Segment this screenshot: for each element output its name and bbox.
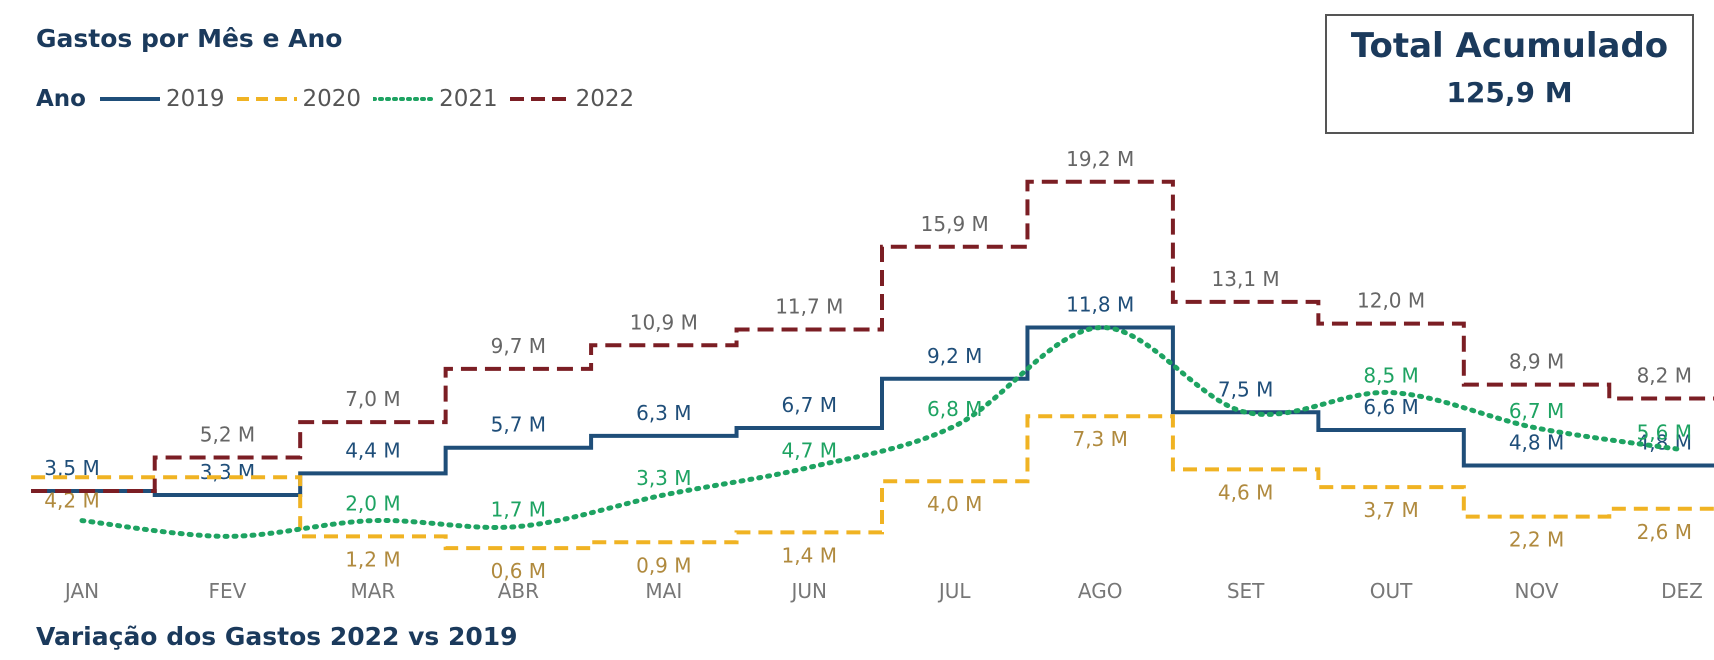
x-tick-jun: JUN (790, 579, 828, 603)
chart-title: Gastos por Mês e Ano (36, 24, 343, 53)
x-tick-fev: FEV (209, 579, 247, 603)
data-label-2020-jul: 4,0 M (927, 492, 982, 516)
legend-item-2019[interactable]: 2019 (99, 86, 225, 112)
x-tick-dez: DEZ (1661, 579, 1703, 603)
series-line-2022 (31, 179, 1714, 494)
data-label-2021-mai: 3,3 M (636, 466, 691, 490)
data-label-2019-out: 6,6 M (1363, 395, 1418, 419)
data-label-2022-mar: 7,0 M (345, 387, 400, 411)
legend-label-2022: 2022 (575, 86, 635, 112)
data-label-2019-abr: 5,7 M (491, 413, 546, 437)
data-label-2022-set: 13,1 M (1212, 267, 1280, 291)
legend: Ano 2019 2020 2021 2022 (36, 86, 646, 112)
data-label-2020-mar: 1,2 M (345, 547, 400, 571)
x-tick-jan: JAN (63, 579, 99, 603)
legend-title: Ano (36, 86, 86, 112)
data-label-2022-nov: 8,9 M (1509, 350, 1564, 374)
legend-item-2021[interactable]: 2021 (373, 86, 498, 112)
data-label-2021-jun: 4,7 M (782, 438, 837, 462)
legend-label-2019: 2019 (165, 86, 225, 112)
data-label-2019-mar: 4,4 M (345, 438, 400, 462)
data-label-2019-jan: 3,5 M (44, 456, 99, 480)
data-label-2019-dez: 4,8 M (1637, 430, 1692, 454)
data-label-2020-mai: 0,9 M (636, 553, 691, 577)
legend-item-2020[interactable]: 2020 (236, 86, 362, 112)
data-label-2021-dez: 5,6 M (1637, 421, 1692, 445)
data-label-2019-mai: 6,3 M (636, 401, 691, 425)
data-label-2019-jul: 9,2 M (927, 344, 982, 368)
data-label-2021-mar: 2,0 M (345, 492, 400, 516)
data-label-2022-ago: 19,2 M (1066, 147, 1134, 171)
total-value: 125,9 M (1446, 76, 1573, 109)
data-label-2021-abr: 1,7 M (491, 498, 546, 522)
data-label-2022-fev: 5,2 M (200, 423, 255, 447)
data-label-2022-jul: 15,9 M (921, 212, 989, 236)
data-label-2020-dez: 2,6 M (1637, 520, 1692, 544)
x-tick-out: OUT (1370, 579, 1413, 603)
data-label-2019-ago: 11,8 M (1066, 293, 1134, 317)
legend-swatch-2022 (509, 97, 570, 101)
series-line-2020 (31, 414, 1714, 551)
data-label-2021-nov: 6,7 M (1509, 399, 1564, 423)
x-tick-mai: MAI (645, 579, 682, 603)
data-label-2019-set: 7,5 M (1218, 377, 1273, 401)
data-label-2022-jun: 11,7 M (775, 295, 843, 319)
legend-label-2020: 2020 (302, 86, 362, 112)
data-label-2022-mai: 10,9 M (630, 310, 698, 334)
variation-title: Variação dos Gastos 2022 vs 2019 (36, 622, 518, 651)
data-label-2022-dez: 8,2 M (1637, 363, 1692, 387)
data-label-2019-fev: 3,3 M (200, 460, 255, 484)
x-tick-abr: ABR (498, 579, 539, 603)
x-tick-set: SET (1227, 579, 1265, 603)
legend-label-2021: 2021 (439, 86, 498, 112)
series-line-2021 (79, 325, 1685, 539)
series-line-2019 (31, 325, 1714, 497)
data-label-2022-out: 12,0 M (1357, 289, 1425, 313)
x-tick-ago: AGO (1078, 579, 1123, 603)
total-card: Total Acumulado 125,9 M (1325, 14, 1694, 134)
data-label-2020-jun: 1,4 M (782, 543, 837, 567)
data-label-2019-jun: 6,7 M (782, 393, 837, 417)
total-title: Total Acumulado (1350, 26, 1669, 66)
data-label-2021-jul: 6,8 M (927, 397, 982, 421)
data-label-2020-set: 4,6 M (1218, 480, 1273, 504)
x-tick-jul: JUL (937, 579, 972, 603)
legend-swatch-2021 (373, 97, 434, 101)
x-tick-nov: NOV (1515, 579, 1559, 603)
data-label-2020-ago: 7,3 M (1072, 427, 1127, 451)
data-label-2019-nov: 4,8 M (1509, 430, 1564, 454)
data-label-2020-abr: 0,6 M (491, 559, 546, 583)
x-tick-mar: MAR (350, 579, 395, 603)
data-label-2020-out: 3,7 M (1363, 498, 1418, 522)
legend-swatch-2019 (99, 97, 160, 101)
legend-swatch-2020 (236, 97, 297, 101)
data-label-2022-abr: 9,7 M (491, 334, 546, 358)
legend-item-2022[interactable]: 2022 (509, 86, 635, 112)
data-label-2020-nov: 2,2 M (1509, 528, 1564, 552)
data-label-2021-out: 8,5 M (1363, 364, 1418, 388)
